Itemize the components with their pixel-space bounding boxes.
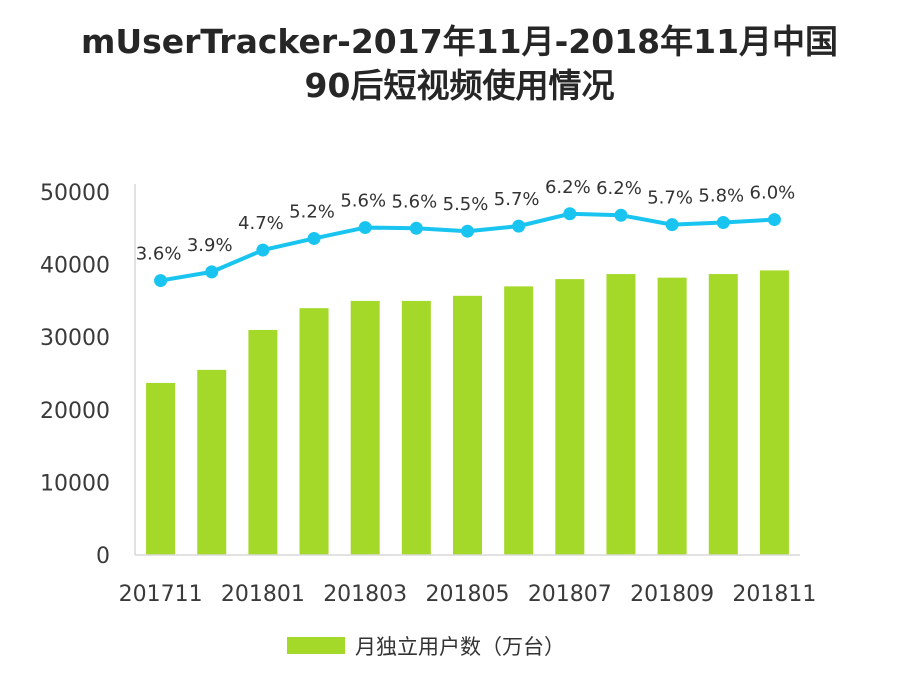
chart-title-line1: mUserTracker-2017年11月-2018年11月中国 (80, 22, 839, 61)
x-tick-label: 201803 (323, 582, 407, 607)
line-point (358, 221, 372, 235)
legend-label: 月独立用户数（万台） (355, 635, 565, 659)
bar (248, 329, 278, 555)
line-point (154, 274, 168, 288)
bar (350, 300, 380, 555)
line-data-label: 6.2% (545, 177, 591, 198)
bar (759, 270, 789, 555)
line-data-label: 3.6% (136, 244, 182, 265)
line-series: 3.6% 3.9%4.7%5.2%5.6% 5.6% 5.5% 5.7%6.2% 6.2%… (136, 177, 796, 288)
y-tick-label: 40000 (40, 254, 110, 279)
bar (657, 277, 687, 555)
line-point (205, 265, 219, 279)
bar (299, 308, 329, 555)
y-tick-label: 0 (96, 544, 110, 569)
bar (555, 279, 585, 555)
chart-title-line2: 90后短视频使用情况 (304, 66, 615, 105)
x-tick-label: 201801 (221, 582, 305, 607)
y-tick-label: 10000 (40, 471, 110, 496)
bar (401, 300, 431, 555)
bar (504, 286, 534, 555)
x-tick-label: 201805 (426, 582, 510, 607)
line-data-label: 6.2% (596, 178, 642, 199)
line-point (767, 213, 781, 227)
line-data-label: 6.0% (750, 183, 796, 204)
line-data-label: 3.9% (187, 235, 233, 256)
line-data-label: 5.7% (647, 188, 693, 209)
line-point (409, 221, 423, 235)
line-point (256, 243, 270, 257)
legend: 月独立用户数（万台） (287, 635, 565, 659)
line-data-label: 5.8% (698, 185, 744, 206)
x-tick-label: 201811 (732, 582, 816, 607)
line-data-label: 5.5% (443, 194, 489, 215)
bar (146, 382, 176, 555)
bar (606, 274, 636, 555)
chart-title: mUserTracker-2017年11月-2018年11月中国 90后短视频使… (0, 20, 919, 108)
legend-swatch (287, 637, 345, 654)
y-tick-label: 30000 (40, 326, 110, 351)
line-data-label: 5.6% (340, 191, 386, 212)
x-axis: 201711 201801 201803 201805 201807 201809 2018… (119, 554, 816, 607)
line-data-label: 5.7% (494, 189, 540, 210)
line-data-label: 5.2% (289, 201, 335, 222)
x-tick-label: 201711 (119, 582, 203, 607)
line-point (461, 224, 474, 238)
line-point (614, 208, 628, 222)
bar (197, 369, 227, 555)
line-data-label: 4.7% (238, 213, 284, 234)
bar-series (146, 270, 789, 555)
line-point (307, 231, 321, 245)
line-point (665, 218, 679, 232)
y-tick-label: 50000 (40, 181, 110, 206)
line-point (512, 219, 526, 233)
line-point (716, 215, 730, 229)
x-tick-label: 201807 (528, 582, 612, 607)
y-axis: 0 10000 20000 30000 40000 50000 (40, 181, 136, 569)
line-data-label: 5.6% (391, 191, 437, 212)
x-tick-label: 201809 (630, 582, 714, 607)
bar (708, 274, 738, 555)
bar (453, 295, 482, 555)
line-point (563, 207, 577, 221)
y-tick-label: 20000 (40, 399, 110, 424)
